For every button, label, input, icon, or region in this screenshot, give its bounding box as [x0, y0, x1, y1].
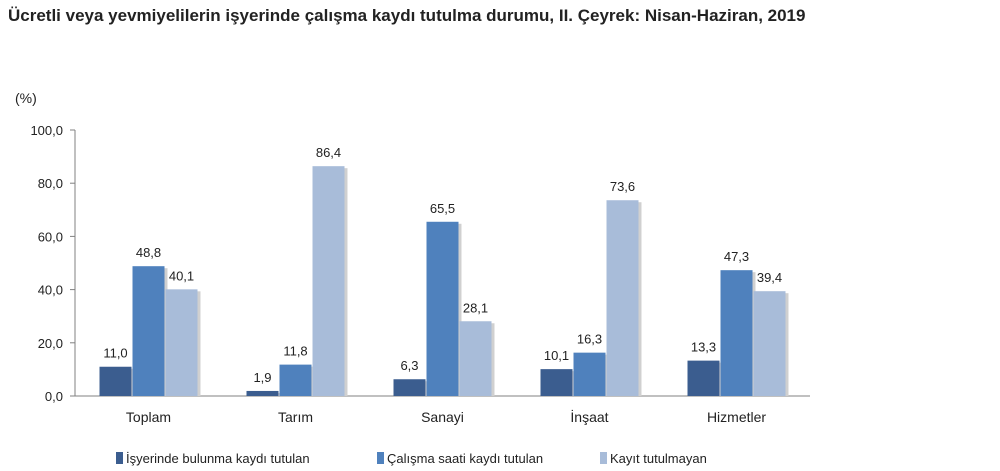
- bar: [165, 289, 198, 396]
- bar: [132, 266, 165, 396]
- legend-swatch: [377, 452, 384, 464]
- legend-swatch: [600, 452, 607, 464]
- bar: [573, 352, 606, 396]
- bar: [459, 321, 492, 396]
- data-label: 11,8: [283, 344, 307, 359]
- legend-label: Kayıt tutulmayan: [610, 451, 707, 466]
- data-label: 65,5: [430, 201, 455, 216]
- data-label: 86,4: [316, 145, 341, 160]
- x-tick-label: Sanayi: [421, 409, 464, 425]
- data-label: 48,8: [136, 245, 161, 260]
- bar: [279, 364, 312, 396]
- data-label: 47,3: [724, 249, 749, 264]
- x-tick-label: İnşaat: [570, 408, 608, 425]
- y-tick-label: 60,0: [38, 229, 63, 244]
- data-label: 11,0: [103, 346, 127, 361]
- legend-label: İşyerinde bulunma kaydı tutulan: [126, 451, 310, 466]
- bar: [720, 270, 753, 396]
- data-label: 39,4: [757, 270, 782, 285]
- legend-swatch: [116, 452, 123, 464]
- data-label: 1,9: [253, 370, 271, 385]
- data-label: 10,1: [544, 348, 569, 363]
- bar: [426, 221, 459, 396]
- y-tick-label: 100,0: [30, 123, 63, 138]
- data-label: 28,1: [463, 300, 488, 315]
- legend-label: Çalışma saati kaydı tutulan: [387, 451, 543, 466]
- data-label: 16,3: [577, 332, 602, 347]
- bar: [540, 369, 573, 396]
- y-tick-label: 40,0: [38, 283, 63, 298]
- y-tick-label: 80,0: [38, 176, 63, 191]
- data-label: 73,6: [610, 179, 635, 194]
- x-tick-label: Hizmetler: [707, 409, 766, 425]
- y-tick-label: 20,0: [38, 336, 63, 351]
- bar: [99, 366, 132, 396]
- data-label: 40,1: [169, 268, 194, 283]
- bar: [753, 291, 786, 396]
- data-label: 13,3: [691, 340, 716, 355]
- y-unit-label: (%): [15, 90, 37, 106]
- bar: [393, 379, 426, 396]
- bar: [687, 360, 720, 396]
- bar: [246, 390, 279, 396]
- x-tick-label: Toplam: [126, 409, 171, 425]
- x-tick-label: Tarım: [278, 409, 313, 425]
- bar: [312, 166, 345, 396]
- chart-title: Ücretli veya yevmiyelilerin işyerinde ça…: [8, 6, 806, 25]
- y-tick-label: 0,0: [45, 389, 63, 404]
- data-label: 6,3: [400, 358, 418, 373]
- bar: [606, 200, 639, 396]
